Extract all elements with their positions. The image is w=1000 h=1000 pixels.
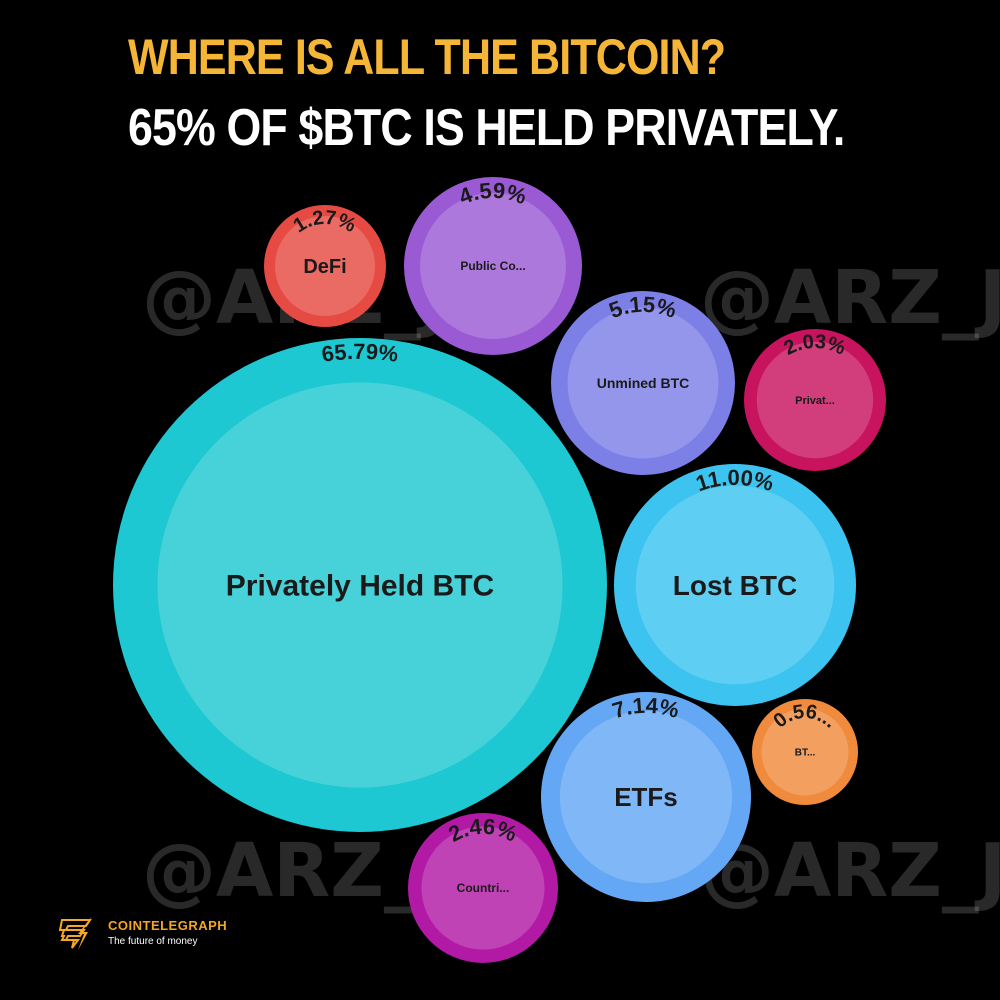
bubble-defi: 1.27%DeFi (264, 205, 386, 327)
watermark-text: @ARZ_JO (700, 255, 1000, 341)
chart-title: WHERE IS ALL THE BITCOIN? (128, 29, 726, 85)
bubble-inner (761, 708, 849, 796)
bubble-privately-held-btc: 65.79% Privately Held BTC (113, 338, 607, 832)
bubble-inner (420, 193, 566, 339)
brand-name: COINTELEGRAPH (108, 917, 228, 933)
bubble-category-label: Privat... (795, 395, 835, 407)
bubble-countri: 2.46%Countri... (408, 813, 558, 963)
bubble-unmined-btc: 5.15%Unmined BTC (551, 291, 735, 475)
bubble-inner (635, 485, 835, 685)
bubble-inner (567, 307, 719, 459)
bubble-category-label: Privately Held BTC (226, 570, 494, 603)
bubble-category-label: Public Co... (460, 259, 525, 273)
bubble-percent-label: 65.79% (320, 339, 400, 367)
bubble-category-label: DeFi (303, 256, 346, 278)
brand-footer: COINTELEGRAPH The future of money (56, 910, 227, 954)
bubble-category-label: BT... (795, 748, 816, 759)
bubble-category-label: Countri... (457, 881, 510, 895)
brand-tagline: The future of money (108, 935, 198, 947)
bubble-bt: 0.56...BT... (752, 699, 858, 805)
bubble-lost-btc: 11.00%Lost BTC (614, 464, 856, 706)
watermark-layer: @ARZ_JO @ARZ_JO @ARZ_JO @ARZ_JO (142, 255, 1000, 914)
watermark-text: @ARZ_JO (700, 828, 1000, 914)
cointelegraph-logo-icon (58, 916, 92, 950)
bubble-privat: 2.03%Privat... (744, 329, 886, 471)
bubble-inner (421, 826, 545, 950)
bubble-inner (274, 215, 376, 317)
bubble-category-label: ETFs (614, 782, 678, 812)
bubble-etfs: 7.14%ETFs (541, 692, 751, 902)
bubbles-layer: 65.79% Privately Held BTC 11.00%Lost BTC7.… (113, 177, 886, 963)
bubble-category-label: Lost BTC (673, 570, 797, 601)
bubble-category-label: Unmined BTC (597, 375, 690, 391)
bubble-inner (559, 710, 733, 884)
bubble-inner (756, 341, 874, 459)
bubble-public-co: 4.59%Public Co... (404, 177, 582, 355)
chart-subtitle: 65% OF $BTC IS HELD PRIVATELY. (128, 99, 845, 157)
bubble-inner (157, 382, 563, 788)
